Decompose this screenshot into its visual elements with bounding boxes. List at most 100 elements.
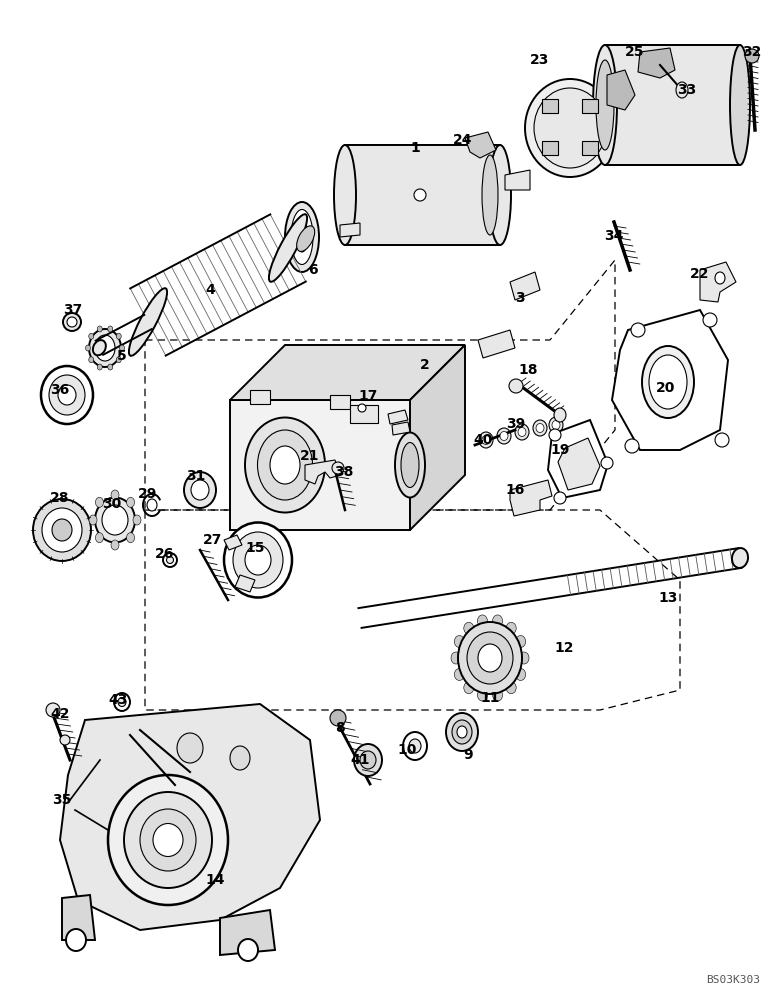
Ellipse shape xyxy=(127,533,134,543)
Text: 31: 31 xyxy=(186,469,205,483)
Ellipse shape xyxy=(124,792,212,888)
Ellipse shape xyxy=(330,710,346,726)
Ellipse shape xyxy=(111,490,119,500)
Ellipse shape xyxy=(167,556,174,564)
Polygon shape xyxy=(340,223,360,237)
Polygon shape xyxy=(505,170,530,190)
Ellipse shape xyxy=(745,49,759,63)
Ellipse shape xyxy=(536,424,544,432)
Ellipse shape xyxy=(95,497,135,542)
Ellipse shape xyxy=(96,497,103,507)
Ellipse shape xyxy=(452,720,472,744)
Bar xyxy=(350,405,378,423)
Ellipse shape xyxy=(49,375,85,415)
Ellipse shape xyxy=(414,189,426,201)
Text: 36: 36 xyxy=(50,383,69,397)
Ellipse shape xyxy=(117,357,121,363)
Polygon shape xyxy=(305,460,340,484)
Ellipse shape xyxy=(296,226,315,251)
Polygon shape xyxy=(220,910,275,955)
Ellipse shape xyxy=(96,533,103,543)
Ellipse shape xyxy=(549,417,563,433)
Ellipse shape xyxy=(554,492,566,504)
Ellipse shape xyxy=(493,615,503,627)
Ellipse shape xyxy=(506,682,516,694)
Ellipse shape xyxy=(118,698,126,706)
Polygon shape xyxy=(700,262,736,302)
Text: 23: 23 xyxy=(530,53,550,67)
Polygon shape xyxy=(224,535,242,550)
Ellipse shape xyxy=(533,420,547,436)
Text: 33: 33 xyxy=(677,83,696,97)
Ellipse shape xyxy=(117,333,121,339)
Text: 21: 21 xyxy=(300,449,320,463)
Ellipse shape xyxy=(89,515,97,525)
Text: 38: 38 xyxy=(334,465,354,479)
Polygon shape xyxy=(410,345,465,530)
Ellipse shape xyxy=(525,79,615,177)
Ellipse shape xyxy=(67,317,77,327)
Bar xyxy=(582,99,598,113)
Text: 26: 26 xyxy=(155,547,174,561)
Text: 43: 43 xyxy=(108,693,127,707)
Text: 37: 37 xyxy=(63,303,83,317)
Ellipse shape xyxy=(133,515,141,525)
Text: 5: 5 xyxy=(117,349,127,363)
Polygon shape xyxy=(60,704,320,930)
Ellipse shape xyxy=(515,424,529,440)
Ellipse shape xyxy=(108,326,113,332)
Text: 34: 34 xyxy=(604,229,624,243)
Ellipse shape xyxy=(129,288,167,356)
Ellipse shape xyxy=(715,433,729,447)
Ellipse shape xyxy=(140,809,196,871)
Text: 9: 9 xyxy=(463,748,472,762)
Text: 30: 30 xyxy=(103,497,122,511)
Ellipse shape xyxy=(482,436,490,444)
Ellipse shape xyxy=(354,744,382,776)
Ellipse shape xyxy=(455,636,465,648)
Text: 4: 4 xyxy=(205,283,215,297)
Text: 40: 40 xyxy=(473,433,493,447)
Ellipse shape xyxy=(482,155,498,235)
Ellipse shape xyxy=(89,357,93,363)
Ellipse shape xyxy=(593,45,617,165)
Text: 42: 42 xyxy=(50,707,69,721)
Ellipse shape xyxy=(509,379,523,393)
Bar xyxy=(542,99,558,113)
Ellipse shape xyxy=(477,689,487,701)
Ellipse shape xyxy=(258,430,313,500)
Ellipse shape xyxy=(66,929,86,951)
Ellipse shape xyxy=(33,499,91,561)
Ellipse shape xyxy=(464,682,474,694)
Text: 13: 13 xyxy=(659,591,678,605)
Ellipse shape xyxy=(97,364,102,370)
Ellipse shape xyxy=(108,364,113,370)
Ellipse shape xyxy=(63,313,81,331)
Ellipse shape xyxy=(95,335,115,361)
Ellipse shape xyxy=(625,439,639,453)
Text: 32: 32 xyxy=(743,45,762,59)
Ellipse shape xyxy=(554,408,566,422)
Polygon shape xyxy=(605,45,740,165)
Ellipse shape xyxy=(58,385,76,405)
Bar xyxy=(330,395,350,409)
Ellipse shape xyxy=(395,432,425,497)
Ellipse shape xyxy=(715,272,725,284)
Ellipse shape xyxy=(102,505,128,535)
Ellipse shape xyxy=(296,222,308,252)
Polygon shape xyxy=(345,145,500,245)
Ellipse shape xyxy=(497,428,511,444)
Ellipse shape xyxy=(269,214,307,282)
Ellipse shape xyxy=(120,345,124,351)
Ellipse shape xyxy=(291,210,313,264)
Text: 3: 3 xyxy=(515,291,525,305)
Ellipse shape xyxy=(601,457,613,469)
Ellipse shape xyxy=(89,329,121,367)
Polygon shape xyxy=(392,422,410,435)
Text: 1: 1 xyxy=(410,141,420,155)
Bar xyxy=(250,390,270,404)
Ellipse shape xyxy=(177,733,203,763)
Polygon shape xyxy=(478,330,515,358)
Polygon shape xyxy=(230,400,410,530)
Ellipse shape xyxy=(89,333,93,339)
